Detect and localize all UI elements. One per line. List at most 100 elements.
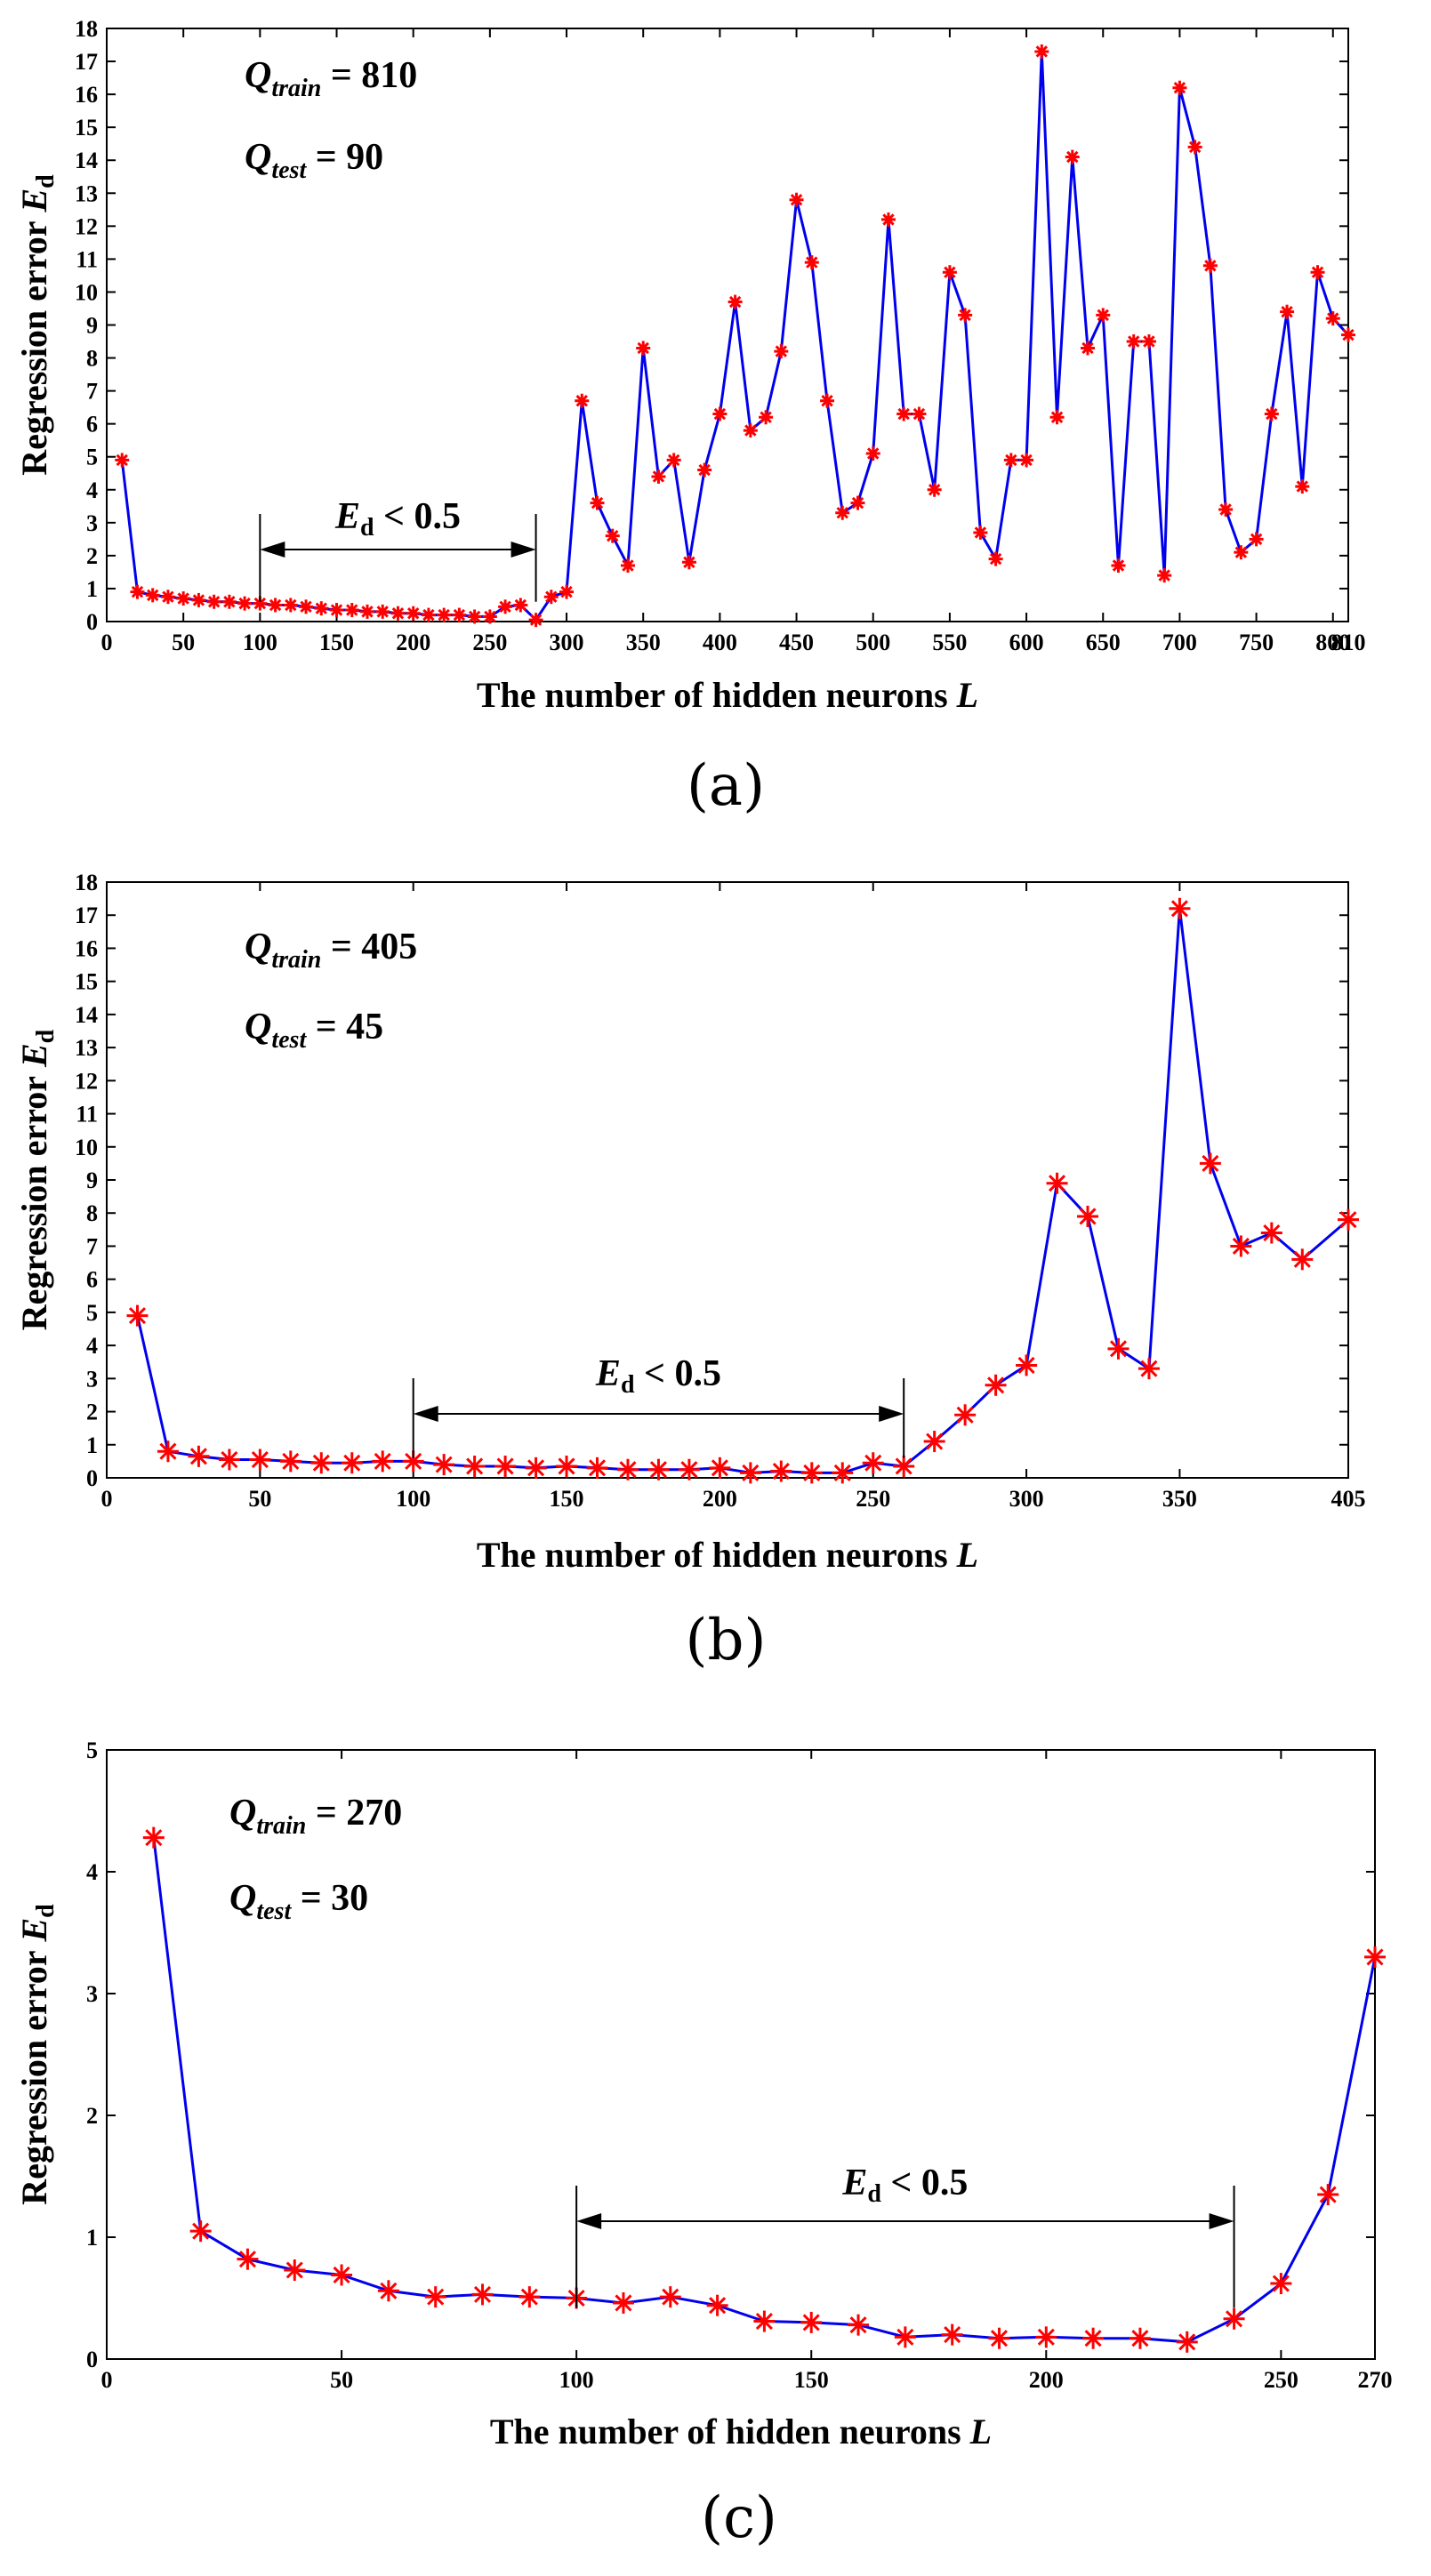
- panel-label: (a): [687, 753, 765, 819]
- marker-stroke: [1178, 2333, 1196, 2351]
- data-point-marker: [1049, 410, 1065, 425]
- y-tick-label: 3: [86, 1981, 98, 2007]
- y-tick-label: 0: [86, 2347, 98, 2372]
- data-point-marker: [329, 603, 344, 618]
- marker-stroke: [867, 447, 880, 460]
- marker-stroke: [803, 1464, 821, 1481]
- marker-stroke: [833, 1464, 851, 1481]
- y-tick-label: 12: [75, 213, 98, 239]
- data-point-marker: [299, 599, 314, 614]
- data-point-marker: [789, 192, 804, 207]
- marker-stroke: [1281, 305, 1293, 318]
- marker-stroke: [790, 193, 803, 206]
- marker-stroke: [1232, 1237, 1250, 1255]
- data-point-marker: [1157, 568, 1172, 583]
- marker-stroke: [376, 606, 389, 618]
- x-tick-label: 450: [779, 630, 814, 655]
- y-tick-label: 7: [86, 379, 98, 405]
- marker-stroke: [1263, 1224, 1281, 1242]
- marker-stroke: [713, 407, 727, 421]
- data-point-marker: [586, 1457, 608, 1479]
- data-point-marker: [894, 2326, 916, 2348]
- x-tick-label: 300: [550, 630, 584, 655]
- data-point-marker: [160, 590, 175, 605]
- marker-stroke: [1173, 81, 1186, 94]
- data-point-marker: [706, 2294, 728, 2316]
- data-point-marker: [941, 2323, 963, 2346]
- marker-stroke: [1035, 45, 1049, 58]
- data-point-marker: [1176, 2331, 1198, 2353]
- marker-stroke: [545, 590, 558, 603]
- y-tick-label: 14: [75, 148, 98, 173]
- marker-stroke: [1311, 266, 1324, 278]
- y-tick-label: 2: [86, 543, 98, 569]
- y-tick-label: 6: [86, 1267, 98, 1293]
- data-point-marker: [774, 344, 789, 359]
- marker-stroke: [406, 607, 420, 620]
- marker-stroke: [772, 1463, 790, 1481]
- data-point-marker: [377, 2280, 399, 2302]
- data-point-marker: [880, 212, 896, 227]
- data-point-marker: [145, 588, 160, 603]
- data-point-marker: [1003, 453, 1018, 468]
- data-point-marker: [543, 590, 559, 605]
- data-point-marker: [268, 598, 283, 613]
- data-point-marker: [575, 393, 590, 408]
- data-point-marker: [1270, 2273, 1292, 2295]
- data-point-marker: [433, 1454, 455, 1476]
- y-tick-label: 8: [86, 346, 98, 372]
- x-tick-label: 400: [703, 630, 737, 655]
- marker-stroke: [520, 2288, 538, 2306]
- data-point-marker: [804, 255, 819, 270]
- marker-stroke: [622, 559, 634, 572]
- marker-stroke: [391, 607, 405, 620]
- data-point-marker: [1016, 1354, 1038, 1376]
- marker-stroke: [897, 407, 910, 421]
- y-tick-label: 14: [75, 1002, 98, 1028]
- x-axis-label: The number of hidden neurons L: [477, 675, 978, 715]
- marker-stroke: [802, 2314, 820, 2331]
- data-point-marker: [463, 1455, 486, 1477]
- data-point-marker: [865, 446, 880, 461]
- data-point-marker: [759, 410, 774, 425]
- y-tick-label: 0: [86, 609, 98, 635]
- data-point-marker: [820, 393, 835, 408]
- marker-stroke: [374, 1452, 391, 1470]
- x-tick-label: 350: [1162, 1486, 1197, 1512]
- marker-stroke: [728, 295, 742, 309]
- y-axis-label: Regression error Ed: [14, 174, 60, 476]
- marker-stroke: [333, 2266, 350, 2284]
- x-tick-label: 300: [1009, 1486, 1044, 1512]
- marker-stroke: [956, 1406, 974, 1424]
- marker-stroke: [380, 2282, 398, 2299]
- data-point-marker: [1341, 327, 1355, 342]
- data-point-marker: [390, 606, 406, 621]
- marker-stroke: [1158, 569, 1170, 582]
- marker-stroke: [529, 614, 543, 626]
- data-point-marker: [709, 1457, 731, 1479]
- data-point-marker: [988, 551, 1003, 566]
- marker-stroke: [1143, 335, 1155, 348]
- marker-stroke: [1266, 407, 1278, 421]
- marker-stroke: [1226, 2310, 1243, 2328]
- data-point-marker: [1234, 545, 1249, 560]
- data-point-marker: [1280, 304, 1295, 319]
- marker-stroke: [435, 1456, 453, 1473]
- marker-stroke: [285, 598, 297, 612]
- marker-stroke: [466, 1457, 484, 1475]
- y-tick-label: 10: [75, 279, 98, 305]
- marker-stroke: [864, 1454, 882, 1472]
- data-point-marker: [471, 2283, 494, 2306]
- marker-stroke: [251, 1450, 269, 1469]
- data-point-marker: [1223, 2307, 1245, 2330]
- marker-stroke: [711, 1459, 728, 1477]
- data-point-marker: [1126, 334, 1141, 349]
- data-point-marker: [942, 265, 957, 280]
- y-tick-label: 15: [75, 115, 98, 140]
- range-arrow-head-right: [510, 542, 536, 558]
- annotation-q-train: Qtrain = 270: [229, 1793, 402, 1840]
- data-point-marker: [954, 1404, 977, 1426]
- data-point-marker: [221, 594, 237, 609]
- data-point-marker: [893, 1455, 915, 1477]
- annotation-q-test: Qtest = 90: [245, 137, 383, 184]
